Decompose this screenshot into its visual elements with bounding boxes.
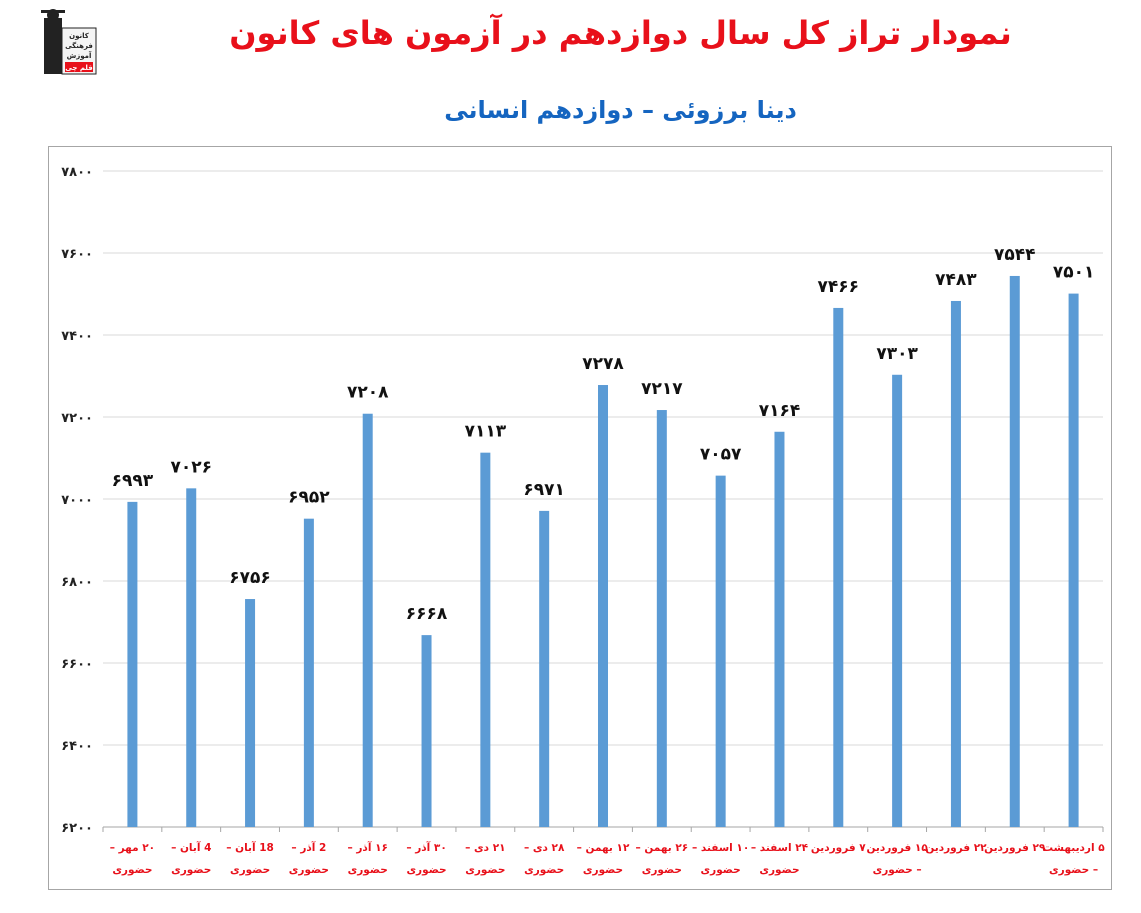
bar [950,300,961,828]
x-tick-label: – حضوری [1049,864,1098,876]
y-tick-label: ۶۲۰۰ [61,821,93,836]
x-tick-label: ۱۲ بهمن – [577,842,630,854]
chart-frame [48,146,1112,890]
x-tick-label: ۲۶ بهمن – [635,842,688,854]
y-tick-label: ۷۶۰۰ [61,247,93,262]
kanoon-logo: کانون فرهنگی آموزش قلم چی [41,9,97,75]
y-tick-label: ۷۲۰۰ [61,411,93,426]
x-tick-label: حضوری [171,864,211,876]
data-label: ۷۳۰۳ [876,344,918,364]
x-tick-label: حضوری [759,864,799,876]
x-tick-label: حضوری [701,864,741,876]
page-title: نمودار تراز کل سال دوازدهم در آزمون های … [229,14,1012,52]
logo-line-1: کانون [69,32,90,40]
data-label: ۷۲۷۸ [582,354,624,374]
bar [833,307,844,827]
logo-line-3: آموزش [67,51,92,60]
data-label: ۷۰۲۶ [170,457,212,477]
data-label: ۶۹۵۲ [288,488,330,508]
x-tick-label: ۲۸ دی – [524,842,565,854]
y-tick-label: ۷۴۰۰ [61,329,93,344]
y-tick-label: ۶۶۰۰ [61,657,93,672]
x-tick-label: حضوری [406,864,446,876]
data-label: ۶۹۹۳ [112,471,154,491]
y-tick-label: ۷۰۰۰ [61,493,93,508]
page-subtitle: دینا برزوئی – دوازدهم انسانی [444,96,797,124]
data-label: ۷۴۸۳ [935,270,977,290]
bar [774,431,785,827]
bar [539,510,550,827]
data-label: ۶۷۵۶ [229,568,271,588]
bar [715,475,726,827]
x-tick-label: حضوری [642,864,682,876]
logo-line-4: قلم چی [65,64,93,72]
bar [245,599,256,827]
bar [1009,275,1020,828]
bar [421,635,432,827]
x-tick-label: ۲۹ فروردین [984,842,1046,854]
bar [1068,293,1079,828]
x-tick-label: ۱۵ فروردین [866,842,928,854]
logo-line-2: فرهنگی [65,41,93,50]
bar [362,413,373,827]
x-tick-label: ۱۰ اسفند – [692,842,749,854]
y-tick-label: ۶۴۰۰ [61,739,93,754]
x-tick-label: ۲۴ اسفند – [751,842,809,854]
data-label: ۷۲۰۸ [347,383,389,403]
x-tick-label: ۲۱ دی – [465,842,505,854]
bar [480,452,491,827]
data-label: ۷۵۴۴ [994,245,1036,265]
x-tick-label: حضوری [524,864,564,876]
x-tick-label: حضوری [348,864,388,876]
y-tick-label: ۷۸۰۰ [61,165,93,180]
data-label: ۷۴۶۶ [818,277,860,297]
bar [127,501,138,827]
x-tick-label: 2 آذر – [291,841,326,854]
x-tick-label: 4 آبان – [171,841,211,854]
x-tick-label: ۲۰ مهر – [110,842,155,854]
x-tick-label: 18 آبان – [226,841,274,854]
x-tick-label: ۱۶ آذر – [347,841,387,854]
x-tick-label: حضوری [230,864,270,876]
bar [186,488,197,827]
data-label: ۶۹۷۱ [523,480,565,500]
bar [892,374,903,827]
x-tick-label: حضوری [465,864,505,876]
x-tick-label: حضوری [289,864,329,876]
x-tick-label: حضوری [583,864,623,876]
x-tick-label: ۷ فروردین [811,842,866,854]
data-label: ۷۲۱۷ [641,379,683,399]
bar [656,410,667,827]
x-tick-label: حضوری [112,864,152,876]
x-tick-label: ۵ اردیبهشت [1043,842,1106,854]
bar [303,518,314,827]
x-tick-label: ۳۰ آذر – [406,841,446,854]
bar [598,385,608,827]
x-tick-label: – حضوری [873,864,922,876]
data-label: ۷۵۰۱ [1053,263,1095,283]
y-tick-label: ۶۸۰۰ [61,575,93,590]
x-tick-label: ۲۲ فروردین [925,842,987,854]
data-label: ۷۱۱۳ [465,422,507,442]
data-label: ۷۰۵۷ [700,445,742,465]
data-label: ۶۶۶۸ [406,604,448,624]
data-label: ۷۱۶۴ [759,401,801,421]
